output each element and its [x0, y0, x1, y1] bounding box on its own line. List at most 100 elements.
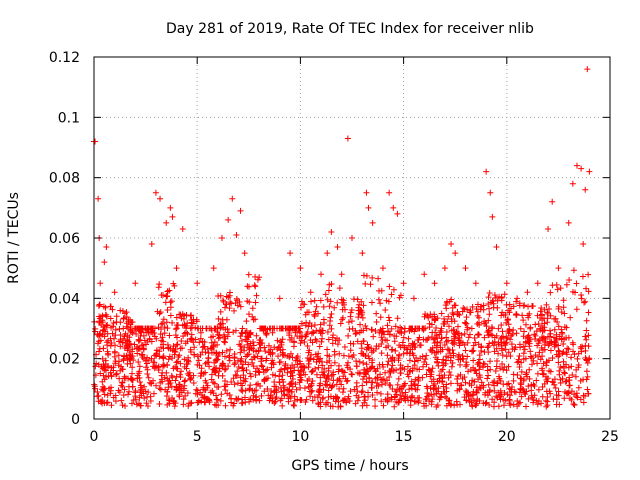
data-point: [298, 320, 305, 327]
data-point: [217, 397, 224, 404]
data-point: [110, 367, 117, 374]
data-point: [414, 366, 421, 373]
data-point: [368, 349, 375, 356]
data-point: [231, 400, 238, 407]
data-point: [298, 332, 305, 339]
data-point: [454, 353, 461, 360]
data-point: [161, 330, 168, 337]
data-point: [568, 363, 575, 370]
data-point: [486, 289, 493, 296]
data-point: [336, 385, 343, 392]
data-point: [327, 298, 334, 305]
data-point: [438, 310, 445, 317]
data-point: [344, 135, 351, 142]
data-point: [108, 324, 115, 331]
data-point: [448, 296, 455, 303]
data-point: [228, 379, 235, 386]
data-point: [429, 345, 436, 352]
data-point: [224, 390, 231, 397]
data-point: [547, 289, 554, 296]
data-point: [350, 340, 357, 347]
data-point: [522, 321, 529, 328]
data-point: [430, 391, 437, 398]
data-point: [271, 389, 278, 396]
data-point: [117, 343, 124, 350]
data-point: [583, 327, 590, 334]
data-point: [216, 350, 223, 357]
data-point: [571, 351, 578, 358]
data-point: [237, 303, 244, 310]
data-point: [216, 332, 223, 339]
data-point: [500, 338, 507, 345]
data-point: [491, 399, 498, 406]
data-point: [312, 365, 319, 372]
data-point: [162, 299, 169, 306]
data-point: [185, 370, 192, 377]
data-point: [337, 403, 344, 410]
data-point: [223, 300, 230, 307]
y-tick-label: 0: [71, 412, 80, 428]
data-point: [215, 331, 222, 338]
data-point: [141, 383, 148, 390]
data-point: [514, 295, 521, 302]
data-point: [580, 241, 587, 248]
data-point: [555, 359, 562, 366]
data-point: [363, 272, 370, 279]
data-point: [383, 344, 390, 351]
data-point: [358, 298, 365, 305]
data-point: [379, 361, 386, 368]
data-point: [276, 373, 283, 380]
data-point: [410, 341, 417, 348]
data-point: [534, 370, 541, 377]
data-point: [477, 374, 484, 381]
data-point: [298, 298, 305, 305]
data-point: [427, 311, 434, 318]
data-point: [276, 359, 283, 366]
data-point: [324, 346, 331, 353]
data-point: [461, 319, 468, 326]
data-point: [202, 360, 209, 367]
data-point: [167, 312, 174, 319]
data-point: [552, 338, 559, 345]
data-point: [442, 393, 449, 400]
data-point: [528, 392, 535, 399]
data-point: [539, 334, 546, 341]
data-point: [246, 311, 253, 318]
data-point: [233, 372, 240, 379]
data-point: [120, 315, 127, 322]
data-point: [356, 358, 363, 365]
data-point: [96, 318, 103, 325]
data-point: [358, 389, 365, 396]
data-point: [331, 304, 338, 311]
data-point: [518, 381, 525, 388]
data-point: [501, 364, 508, 371]
data-point: [539, 371, 546, 378]
data-point: [269, 350, 276, 357]
data-point: [556, 351, 563, 358]
data-point: [99, 397, 106, 404]
data-point: [406, 368, 413, 375]
data-point: [386, 283, 393, 290]
data-point: [422, 356, 429, 363]
data-point: [449, 360, 456, 367]
data-point: [180, 401, 187, 408]
data-point: [372, 396, 379, 403]
data-point: [334, 299, 341, 306]
data-point: [325, 394, 332, 401]
data-point: [584, 373, 591, 380]
data-point: [423, 383, 430, 390]
data-point: [430, 376, 437, 383]
data-point: [484, 344, 491, 351]
data-point: [101, 259, 108, 266]
data-point: [513, 311, 520, 318]
data-point: [456, 312, 463, 319]
x-tick-label: 5: [193, 429, 202, 445]
data-point: [345, 353, 352, 360]
data-point: [311, 311, 318, 318]
data-point: [432, 354, 439, 361]
data-point: [461, 394, 468, 401]
data-point: [369, 219, 376, 226]
data-point: [402, 389, 409, 396]
data-point: [378, 398, 385, 405]
data-point: [533, 397, 540, 404]
